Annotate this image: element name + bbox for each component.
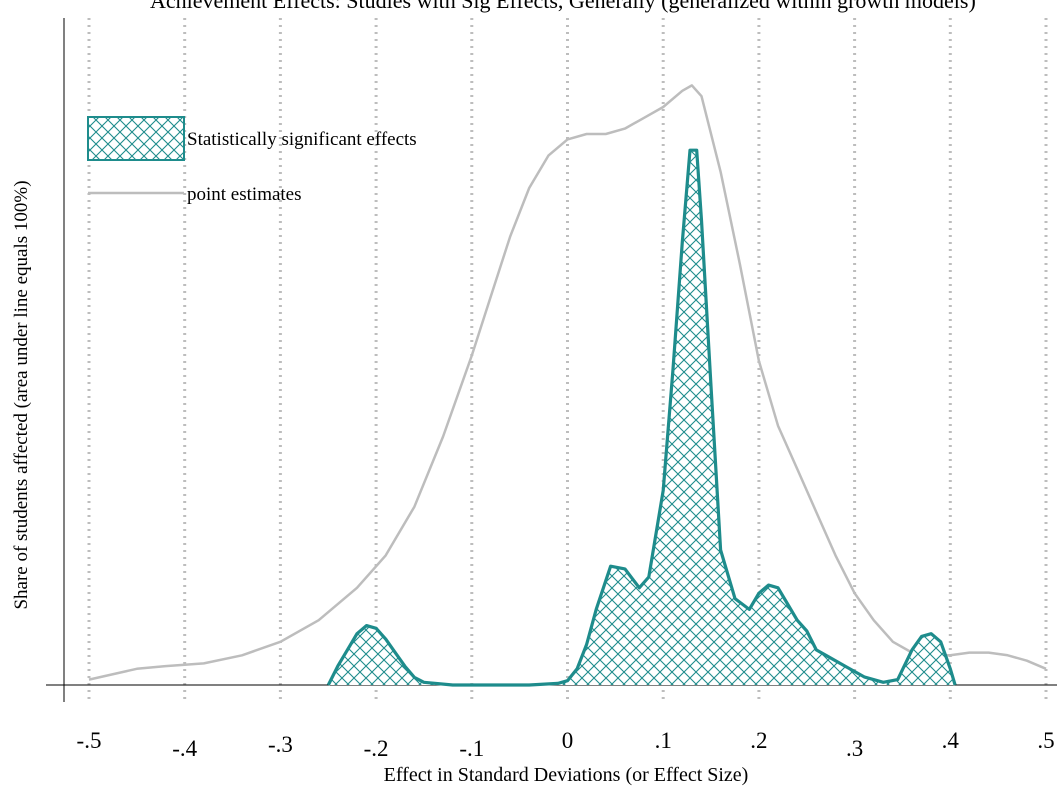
x-tick-label: .2	[750, 728, 767, 753]
axes	[46, 18, 1057, 702]
x-axis-label: Effect in Standard Deviations (or Effect…	[383, 764, 749, 786]
legend-swatch-significant	[87, 116, 185, 161]
x-tick-label: .5	[1037, 728, 1054, 753]
x-tick-label: -.1	[459, 736, 484, 761]
x-tick-label: -.2	[364, 736, 389, 761]
legend-label-point-estimates: point estimates	[187, 184, 302, 205]
x-tick-label: .3	[846, 736, 863, 761]
x-tick-label: 0	[562, 728, 574, 753]
significant-effects-layer	[326, 148, 957, 687]
x-tick-label: -.4	[172, 736, 197, 761]
x-tick-labels: -.5 -.4 -.3 -.2 -.1 0 .1 .2 .3 .4 .5	[77, 728, 1055, 761]
legend-label-significant: Statistically significant effects	[187, 129, 417, 150]
x-tick-label: -.5	[77, 728, 102, 753]
chart-title: Achievement Effects: Studies with Sig Ef…	[150, 0, 976, 13]
series-significant-area	[328, 150, 956, 685]
grid-lines	[87, 18, 1048, 700]
series-significant-outline	[326, 148, 957, 687]
x-tick-label: .1	[655, 728, 672, 753]
x-tick-label: -.3	[268, 732, 293, 757]
legend: Statistically significant effects point …	[87, 116, 417, 205]
x-tick-label: .4	[942, 728, 960, 753]
